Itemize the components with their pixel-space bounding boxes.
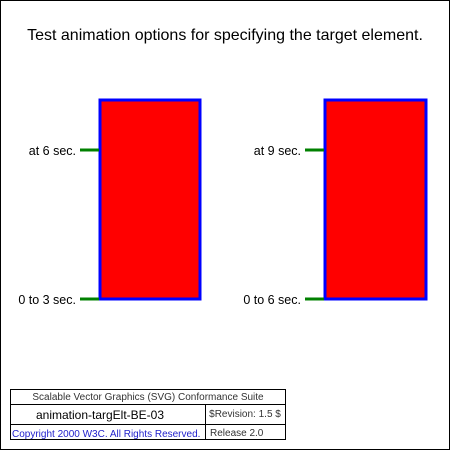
left-bottom-label: 0 to 3 sec.	[18, 293, 76, 307]
test-title: Test animation options for specifying th…	[27, 27, 423, 44]
left-top-label: at 6 sec.	[29, 144, 76, 158]
conformance-footer: Scalable Vector Graphics (SVG) Conforman…	[10, 389, 286, 440]
right-target-rect	[323, 98, 428, 301]
left-target-rect	[98, 98, 202, 301]
right-top-label: at 9 sec.	[254, 144, 301, 158]
footer-revision: $Revision: 1.5 $	[209, 409, 281, 420]
right-bottom-label: 0 to 6 sec.	[243, 293, 301, 307]
footer-test-name: animation-targElt-BE-03	[36, 408, 164, 422]
footer-frame	[10, 389, 286, 440]
footer-release: Release 2.0	[210, 428, 264, 439]
footer-suite-name: Scalable Vector Graphics (SVG) Conforman…	[32, 392, 264, 403]
footer-copyright: Copyright 2000 W3C. All Rights Reserved.	[12, 429, 200, 440]
